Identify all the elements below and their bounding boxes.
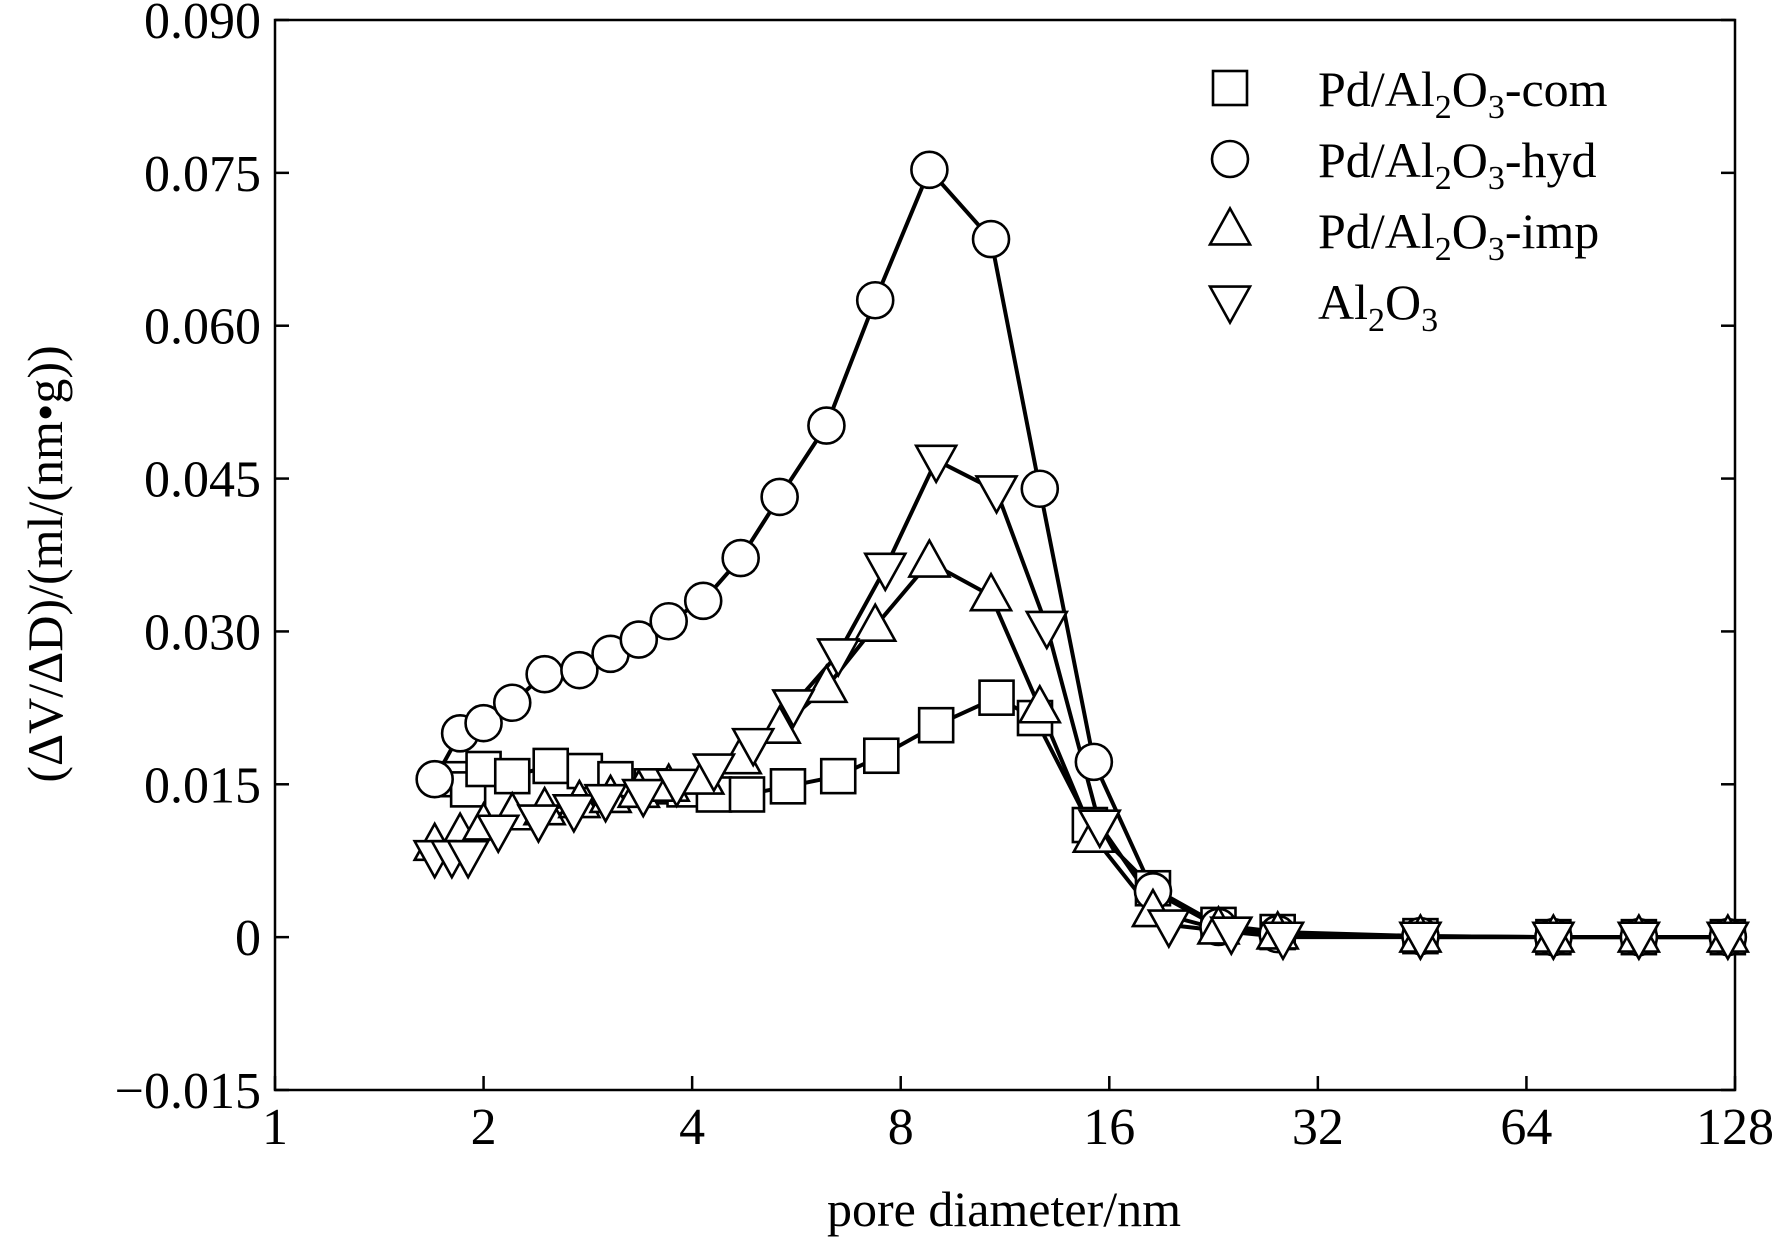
data-point-triangle-down [621,778,666,819]
data-point-triangle-up [804,663,849,704]
y-tick-label: 0.060 [144,299,261,356]
data-point-triangle-down [1146,909,1192,950]
data-point-triangle-down [816,638,861,679]
data-point-square [566,752,604,790]
axes-layer: 1 2 4 8 16 32 64 128 −0.015 0 0.015 0.030 0.045 0.060… [115,0,1774,1156]
x-tick-label: 1 [262,1099,288,1156]
data-point-square [917,706,955,744]
data-point-triangle-down [1209,916,1254,957]
data-point-square [532,747,570,785]
x-tick-label: 128 [1696,1099,1774,1156]
x-tick-label: 2 [471,1099,497,1156]
legend-label: Pd/Al2O3-hyd [1318,132,1596,197]
data-point-triangle-down [551,794,597,835]
data-point-square [728,776,766,813]
data-point-circle [760,477,799,517]
data-point-circle [415,759,454,799]
y-axis-title-text: (ΔV/ΔD)/(ml/(nm•g)) [17,345,73,782]
data-point-square [769,768,807,805]
legend-label: Pd/Al2O3-imp [1318,203,1599,268]
data-point-triangle-up [907,537,952,578]
data-point-square [862,737,900,775]
data-point-triangle-down [1077,809,1122,850]
data-point-circle [464,703,503,743]
data-point-circle [525,654,564,694]
data-point-circle [619,620,659,659]
data-point-triangle-down [974,475,1019,516]
data-point-square [819,757,857,795]
y-tick-label: 0.030 [144,604,261,661]
y-tick-label: 0.090 [144,0,261,50]
data-point-triangle-down [1531,921,1576,962]
y-tick-label: 0.015 [144,757,261,814]
data-point-circle [721,538,760,578]
data-point-triangle-down [771,689,816,730]
x-tick-label: 64 [1500,1099,1552,1156]
data-point-triangle-down [863,552,908,593]
legend-label: Pd/Al2O3-com [1318,61,1608,126]
legend-marker-square [1211,69,1249,107]
data-point-circle [1020,469,1060,509]
data-point-triangle-down [1705,921,1751,962]
y-tick-label: 0 [235,910,261,967]
plot-frame [273,18,1737,1092]
data-point-circle [971,219,1011,259]
data-point-triangle-down [476,814,521,855]
x-tick-label: 32 [1292,1099,1344,1156]
data-point-triangle-down [516,804,561,845]
y-axis-title: (ΔV/ΔD)/(ml/(nm•g)) [17,345,73,782]
legend-marker-triangle-up [1207,205,1253,246]
data-point-circle [1074,742,1114,782]
data-point-triangle-down [1260,921,1306,962]
data-point-triangle-down [913,444,959,485]
data-point-circle [910,150,949,190]
legend-marker-circle [1210,139,1250,179]
data-point-circle [807,406,846,445]
legend-label: Al2O3 [1318,274,1438,339]
data-point-circle [560,650,599,690]
y-tick-label: 0.075 [144,146,261,203]
data-point-triangle-down [583,783,628,824]
data-point-circle [855,280,895,320]
data-point-circle [492,683,532,723]
x-axis-title: pore diameter/nm [827,1181,1181,1237]
x-tick-label: 4 [679,1099,705,1156]
data-point-triangle-up [1017,683,1062,724]
legend-marker-triangle-down [1207,285,1253,326]
data-point-triangle-down [654,768,699,809]
legend: Pd/Al2O3-comPd/Al2O3-hydPd/Al2O3-impAl2O… [1207,61,1608,339]
x-tick-label: 16 [1083,1099,1135,1156]
data-point-triangle-down [691,753,737,794]
data-point-triangle-down [730,727,776,768]
data-point-triangle-down [445,839,491,880]
data-point-circle [683,581,723,621]
data-point-triangle-down [1616,921,1662,962]
data-point-square [493,757,531,795]
y-tick-label: −0.015 [115,1063,261,1120]
data-point-circle [649,601,688,641]
series-markers-layer [412,150,1751,962]
x-tick-label: 8 [888,1099,914,1156]
data-point-triangle-up [853,602,898,643]
data-point-triangle-down [1024,610,1070,651]
data-point-triangle-up [968,571,1014,612]
y-tick-label: 0.045 [144,452,261,509]
data-point-triangle-down [1398,921,1443,962]
data-point-square [978,679,1015,716]
